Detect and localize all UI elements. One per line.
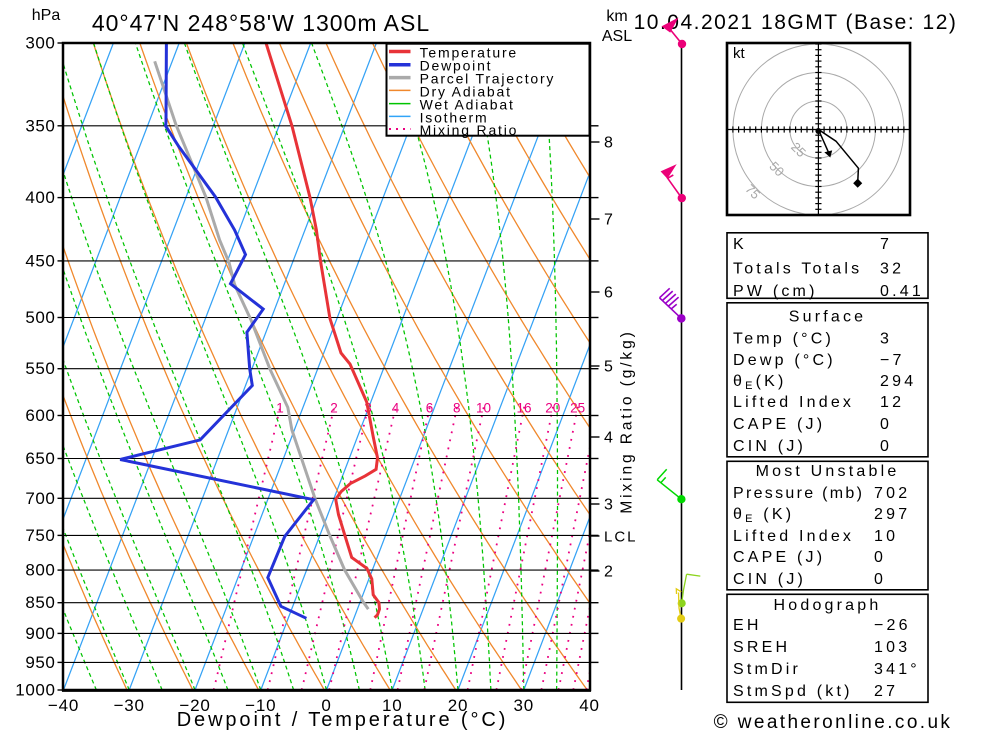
svg-text:Surface: Surface: [789, 309, 867, 326]
svg-text:294: 294: [880, 373, 916, 390]
svg-text:ASL: ASL: [602, 28, 632, 45]
svg-text:Totals Totals: Totals Totals: [733, 261, 862, 278]
svg-text:K: K: [733, 236, 747, 253]
svg-text:12: 12: [880, 394, 904, 411]
svg-text:Parcel Trajectory: Parcel Trajectory: [420, 71, 556, 87]
svg-text:20: 20: [545, 401, 560, 416]
svg-text:6: 6: [426, 401, 434, 416]
svg-text:StmSpd (kt): StmSpd (kt): [733, 683, 853, 700]
svg-text:400: 400: [25, 188, 55, 207]
svg-text:0: 0: [880, 416, 892, 433]
svg-text:EH: EH: [733, 617, 762, 634]
svg-text:7: 7: [880, 236, 892, 253]
svg-text:0: 0: [880, 438, 892, 455]
svg-text:950: 950: [25, 653, 55, 672]
svg-text:kt: kt: [733, 45, 746, 62]
svg-text:20: 20: [448, 696, 469, 715]
svg-text:8: 8: [453, 401, 461, 416]
svg-text:CAPE (J): CAPE (J): [733, 549, 825, 566]
svg-text:8: 8: [604, 135, 613, 152]
svg-text:702: 702: [874, 485, 910, 502]
svg-text:θE(K): θE(K): [733, 373, 787, 392]
svg-text:4: 4: [392, 401, 400, 416]
svg-text:Dewpoint: Dewpoint: [420, 58, 493, 74]
svg-text:Hodograph: Hodograph: [774, 597, 882, 614]
svg-text:500: 500: [25, 308, 55, 327]
svg-text:−7: −7: [880, 352, 905, 369]
svg-text:800: 800: [25, 561, 55, 580]
svg-text:700: 700: [25, 489, 55, 508]
svg-text:2: 2: [330, 401, 338, 416]
svg-text:1: 1: [276, 401, 284, 416]
svg-text:300: 300: [25, 34, 55, 53]
svg-text:Mixing Ratio (g/kg): Mixing Ratio (g/kg): [619, 329, 636, 513]
svg-text:341°: 341°: [874, 661, 920, 678]
svg-text:450: 450: [25, 251, 55, 270]
svg-text:−30: −30: [114, 696, 145, 715]
svg-text:θE (K): θE (K): [733, 506, 794, 525]
svg-text:CIN (J): CIN (J): [733, 438, 806, 455]
svg-text:10.04.2021 18GMT (Base: 12): 10.04.2021 18GMT (Base: 12): [634, 11, 958, 34]
svg-text:6: 6: [604, 285, 613, 302]
svg-text:SREH: SREH: [733, 639, 790, 656]
svg-text:StmDir: StmDir: [733, 661, 801, 678]
svg-text:900: 900: [25, 624, 55, 643]
svg-text:297: 297: [874, 506, 910, 523]
svg-text:Most Unstable: Most Unstable: [756, 463, 900, 480]
svg-text:3: 3: [880, 331, 892, 348]
svg-text:40: 40: [579, 696, 600, 715]
svg-text:25: 25: [570, 401, 585, 416]
svg-text:4: 4: [604, 430, 613, 447]
svg-text:850: 850: [25, 593, 55, 612]
svg-text:Pressure (mb): Pressure (mb): [733, 485, 864, 502]
svg-text:Lifted Index: Lifted Index: [733, 528, 854, 545]
svg-text:km: km: [606, 8, 627, 25]
svg-text:PW (cm): PW (cm): [733, 283, 818, 300]
svg-text:0: 0: [874, 571, 886, 588]
svg-text:LCL: LCL: [604, 529, 638, 546]
svg-text:Mixing Ratio: Mixing Ratio: [420, 122, 519, 138]
svg-text:© weatheronline.co.uk: © weatheronline.co.uk: [714, 712, 953, 733]
svg-text:CIN (J): CIN (J): [733, 571, 806, 588]
svg-text:40°47'N 248°58'W 1300m ASL: 40°47'N 248°58'W 1300m ASL: [92, 10, 430, 36]
svg-text:10: 10: [476, 401, 491, 416]
svg-text:103: 103: [874, 639, 910, 656]
svg-text:32: 32: [880, 261, 904, 278]
svg-text:Temp (°C): Temp (°C): [733, 331, 834, 348]
svg-text:2: 2: [604, 564, 613, 581]
svg-text:750: 750: [25, 526, 55, 545]
svg-text:30: 30: [514, 696, 535, 715]
svg-text:5: 5: [604, 359, 613, 376]
svg-text:−26: −26: [874, 617, 911, 634]
svg-text:Dry Adiabat: Dry Adiabat: [420, 83, 512, 99]
svg-text:600: 600: [25, 406, 55, 425]
svg-text:CAPE (J): CAPE (J): [733, 416, 825, 433]
svg-text:−10: −10: [245, 696, 276, 715]
svg-text:1000: 1000: [15, 681, 55, 700]
svg-text:−20: −20: [179, 696, 210, 715]
svg-text:Lifted Index: Lifted Index: [733, 394, 854, 411]
svg-text:Isotherm: Isotherm: [420, 109, 489, 125]
svg-text:10: 10: [874, 528, 898, 545]
svg-text:27: 27: [874, 683, 898, 700]
svg-text:16: 16: [516, 401, 531, 416]
svg-text:0: 0: [321, 696, 331, 715]
svg-text:Temperature: Temperature: [420, 45, 518, 61]
svg-text:−40: −40: [48, 696, 79, 715]
svg-text:0.41: 0.41: [880, 283, 924, 300]
svg-text:Dewpoint / Temperature (°C): Dewpoint / Temperature (°C): [177, 709, 509, 731]
svg-text:0: 0: [874, 549, 886, 566]
svg-text:Dewp (°C): Dewp (°C): [733, 352, 836, 369]
svg-text:350: 350: [25, 116, 55, 135]
svg-text:Wet Adiabat: Wet Adiabat: [420, 97, 515, 113]
svg-text:7: 7: [604, 212, 613, 229]
svg-text:3: 3: [604, 497, 613, 514]
svg-text:hPa: hPa: [32, 7, 61, 24]
svg-text:650: 650: [25, 449, 55, 468]
svg-text:10: 10: [382, 696, 403, 715]
svg-text:550: 550: [25, 359, 55, 378]
